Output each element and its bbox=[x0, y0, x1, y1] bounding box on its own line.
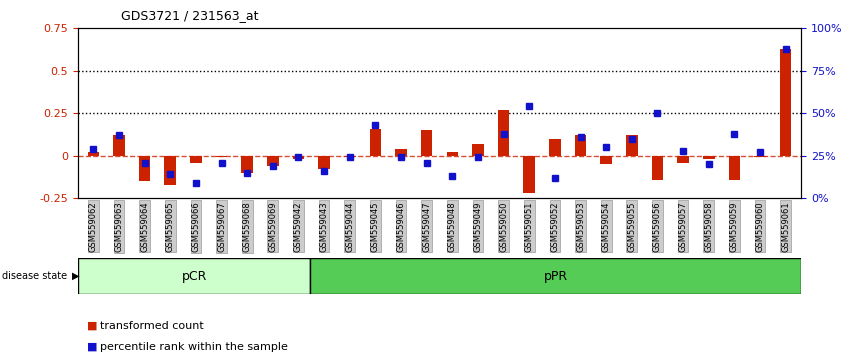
Bar bbox=[626, 135, 637, 156]
Bar bbox=[600, 156, 612, 164]
Bar bbox=[293, 156, 304, 159]
Bar bbox=[780, 49, 792, 156]
Bar bbox=[498, 110, 509, 156]
Bar bbox=[754, 156, 766, 158]
Bar bbox=[165, 156, 176, 185]
Bar bbox=[139, 156, 151, 181]
Bar bbox=[267, 156, 279, 166]
Bar bbox=[575, 135, 586, 156]
Bar bbox=[703, 156, 714, 159]
Text: ■: ■ bbox=[87, 321, 97, 331]
Text: ▶: ▶ bbox=[72, 271, 80, 281]
Bar bbox=[523, 156, 535, 193]
Text: percentile rank within the sample: percentile rank within the sample bbox=[100, 342, 288, 352]
Bar bbox=[472, 144, 484, 156]
Bar bbox=[78, 258, 310, 294]
Bar bbox=[370, 129, 381, 156]
Text: GDS3721 / 231563_at: GDS3721 / 231563_at bbox=[121, 9, 259, 22]
Text: transformed count: transformed count bbox=[100, 321, 204, 331]
Bar bbox=[395, 149, 407, 156]
Bar bbox=[310, 258, 801, 294]
Bar bbox=[677, 156, 688, 162]
Bar bbox=[344, 156, 356, 158]
Bar bbox=[113, 135, 125, 156]
Bar bbox=[87, 152, 99, 156]
Text: pCR: pCR bbox=[182, 270, 207, 282]
Bar bbox=[421, 130, 432, 156]
Bar bbox=[191, 156, 202, 162]
Bar bbox=[242, 156, 253, 173]
Text: disease state: disease state bbox=[2, 271, 67, 281]
Bar bbox=[319, 156, 330, 169]
Bar bbox=[652, 156, 663, 179]
Bar bbox=[728, 156, 740, 179]
Bar bbox=[549, 139, 560, 156]
Bar bbox=[216, 156, 227, 158]
Bar bbox=[447, 152, 458, 156]
Text: pPR: pPR bbox=[544, 270, 568, 282]
Text: ■: ■ bbox=[87, 342, 97, 352]
